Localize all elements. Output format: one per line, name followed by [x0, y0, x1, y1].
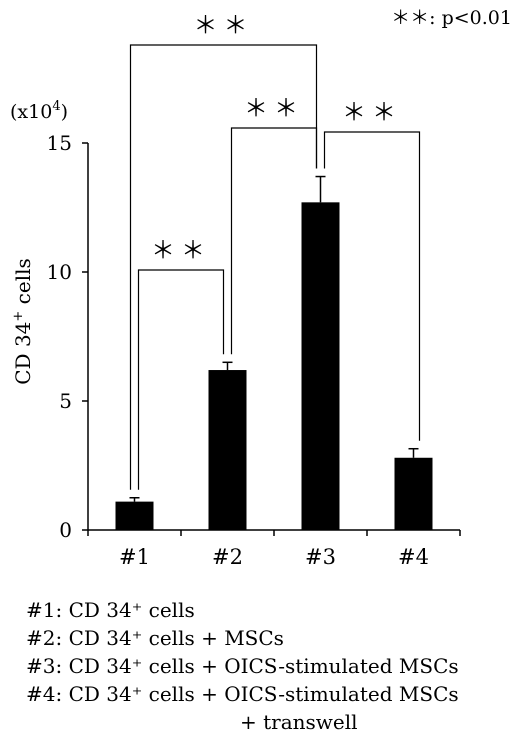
significance-marker: ＊＊ — [244, 94, 304, 122]
category-label: #2 — [212, 545, 243, 569]
significance-marker: ＊＊ — [342, 98, 402, 126]
chart-error-bars — [129, 175, 419, 502]
y-tick-label: 15 — [47, 131, 72, 155]
y-tick-label: 10 — [47, 260, 72, 284]
bar — [394, 457, 433, 530]
bar — [208, 370, 247, 530]
category-label: #1 — [119, 545, 150, 569]
chart-significance-brackets — [129, 44, 421, 490]
bar — [115, 501, 154, 530]
category-label: #4 — [398, 545, 429, 569]
legend: #1: CD 34⁺ cells #2: CD 34⁺ cells + MSCs… — [26, 596, 459, 736]
y-unit-label: (x104) — [10, 99, 68, 123]
chart-bars — [115, 202, 433, 530]
chart-texts: 0 5 10 15 #1 #2 #3 #4 ＊＊ ＊＊ ＊＊ ＊＊ ＊＊: p<0.01 (x104) CD… — [10, 7, 512, 569]
bar-chart: 0 5 10 15 #1 #2 #3 #4 ＊＊ ＊＊ ＊＊ ＊＊ ＊＊: p<0.01 (x104) CD… — [10, 7, 512, 569]
y-tick-label: 0 — [59, 518, 72, 542]
y-tick-label: 5 — [59, 389, 72, 413]
y-axis-label: CD 34+ cells — [11, 258, 35, 385]
significance-bracket — [323, 131, 421, 441]
category-label: #3 — [305, 545, 336, 569]
legend-item-1: #1: CD 34⁺ cells — [26, 598, 195, 622]
legend-item-2: #2: CD 34⁺ cells + MSCs — [26, 626, 284, 650]
significance-bracket — [137, 269, 225, 490]
legend-item-3: #3: CD 34⁺ cells + OICS-stimulated MSCs — [26, 654, 459, 678]
significance-note: ＊＊: p<0.01 — [391, 7, 512, 29]
legend-item-4: #4: CD 34⁺ cells + OICS-stimulated MSCs — [26, 682, 459, 706]
legend-item-4-continuation: + transwell — [240, 710, 358, 734]
significance-marker: ＊＊ — [151, 236, 211, 264]
bar — [301, 202, 340, 530]
significance-marker: ＊＊ — [194, 11, 254, 39]
significance-bracket — [129, 44, 318, 490]
